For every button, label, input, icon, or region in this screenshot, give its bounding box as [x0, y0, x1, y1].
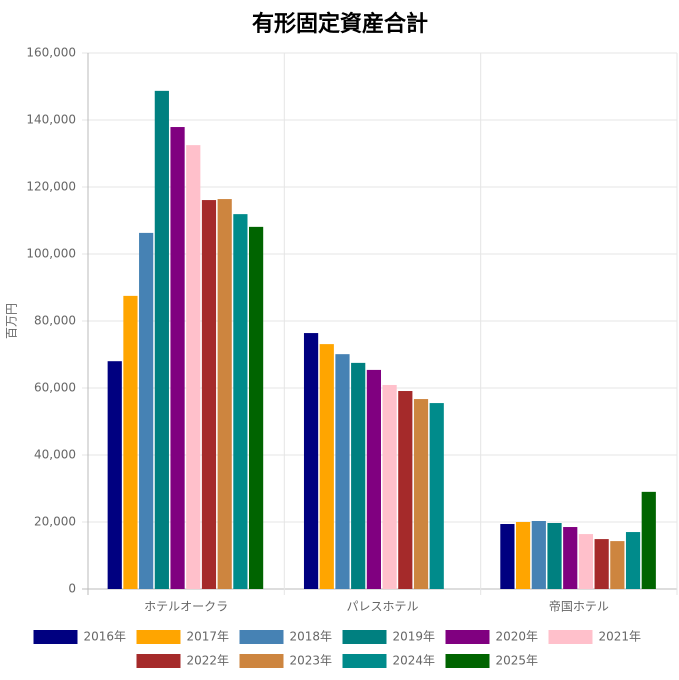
bar: [531, 520, 546, 589]
y-tick-label: 140,000: [26, 113, 76, 127]
bar: [248, 226, 264, 590]
y-tick-label: 0: [68, 582, 76, 596]
bar: [578, 534, 594, 589]
legend-label: 2016年: [84, 630, 127, 644]
bar: [303, 333, 319, 589]
legend-swatch: [548, 630, 593, 644]
legend-label: 2022年: [187, 654, 230, 668]
legend-swatch: [136, 654, 181, 668]
y-tick-label: 20,000: [34, 515, 76, 529]
bar: [594, 539, 609, 589]
bar: [500, 524, 515, 589]
legend-swatch: [136, 630, 181, 644]
bar: [123, 295, 138, 589]
bar: [625, 532, 641, 589]
legend-label: 2017年: [187, 630, 230, 644]
legend-swatch: [445, 630, 490, 644]
legend-label: 2019年: [393, 630, 436, 644]
legend-label: 2024年: [393, 654, 436, 668]
y-tick-label: 60,000: [34, 381, 76, 395]
legend-label: 2018年: [290, 630, 333, 644]
bar: [319, 344, 334, 589]
bar: [641, 491, 656, 589]
bar: [233, 214, 248, 589]
y-tick-label: 160,000: [26, 46, 76, 60]
bar: [217, 199, 232, 589]
legend-label: 2023年: [290, 654, 333, 668]
bar: [201, 200, 217, 589]
legend-label: 2021年: [599, 630, 642, 644]
bar: [186, 145, 201, 589]
legend-swatch: [239, 654, 284, 668]
bar: [170, 127, 185, 589]
bar: [139, 232, 154, 589]
bar: [413, 399, 429, 589]
legend-label: 2025年: [496, 654, 539, 668]
legend-label: 2020年: [496, 630, 539, 644]
y-tick-label: 100,000: [26, 247, 76, 261]
chart-title: 有形固定資産合計: [252, 11, 428, 37]
legend-swatch: [239, 630, 284, 644]
x-tick-label: 帝国ホテル: [549, 599, 609, 614]
legend-swatch: [445, 654, 490, 668]
x-tick-label: パレスホテル: [346, 600, 418, 614]
bar: [429, 403, 444, 589]
legend-swatch: [342, 654, 387, 668]
y-tick-label: 80,000: [34, 314, 76, 328]
bar: [547, 523, 562, 589]
y-tick-label: 120,000: [26, 180, 76, 194]
bar: [335, 354, 350, 589]
bar: [516, 522, 531, 589]
bar: [366, 369, 381, 589]
bar: [154, 90, 169, 589]
x-tick-label: ホテルオークラ: [144, 600, 228, 614]
bar: [610, 541, 625, 589]
legend-swatch: [342, 630, 387, 644]
bar: [351, 362, 366, 589]
legend-swatch: [33, 630, 78, 644]
bar: [107, 361, 122, 589]
y-tick-label: 40,000: [34, 448, 76, 462]
bar: [398, 391, 413, 589]
bar: [382, 384, 397, 589]
bar: [563, 527, 578, 589]
y-axis-label: 百万円: [5, 303, 19, 339]
